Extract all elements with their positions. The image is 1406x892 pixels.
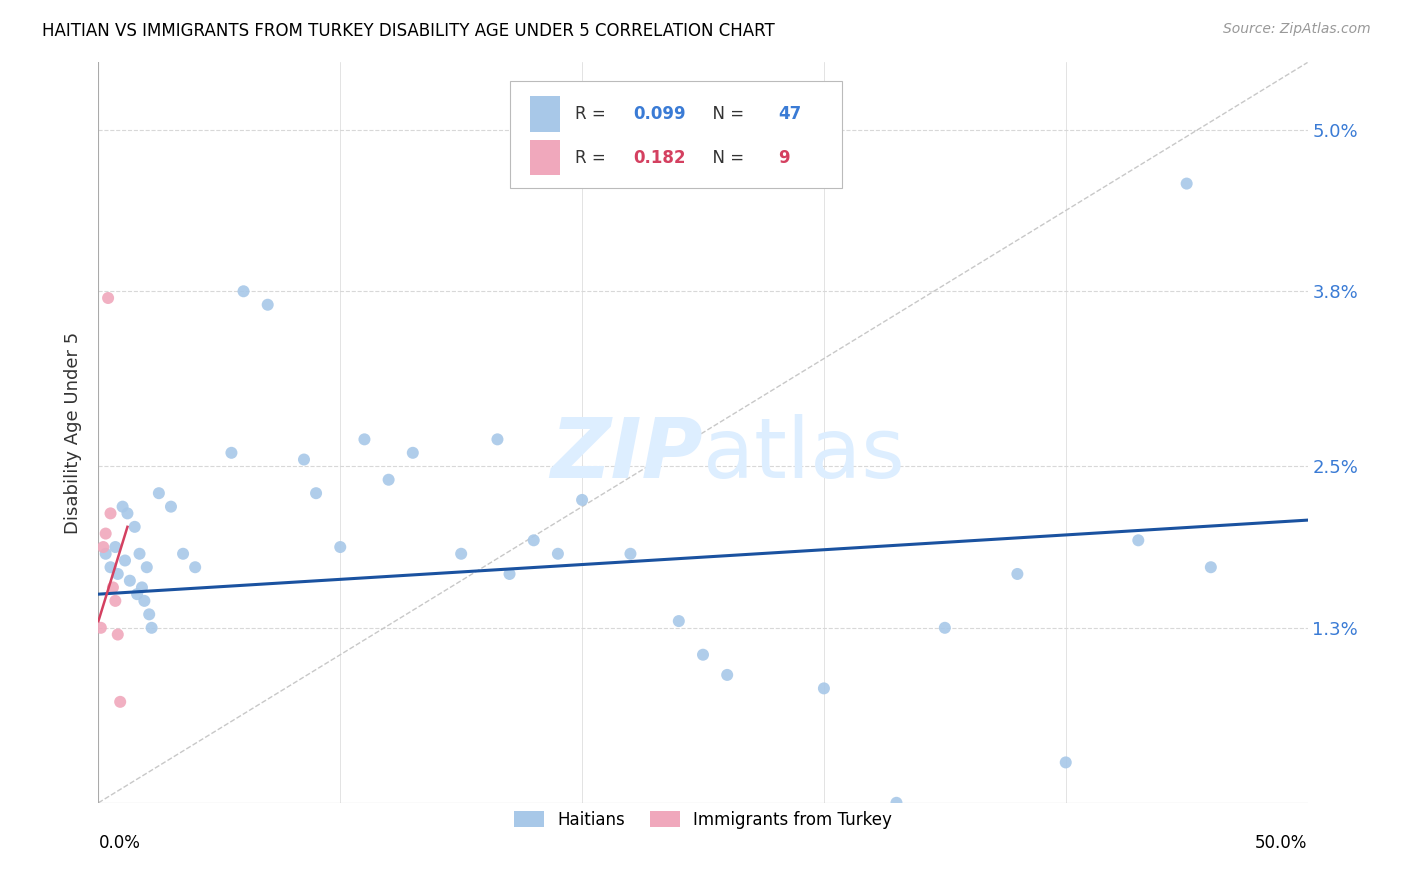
Text: HAITIAN VS IMMIGRANTS FROM TURKEY DISABILITY AGE UNDER 5 CORRELATION CHART: HAITIAN VS IMMIGRANTS FROM TURKEY DISABI… [42, 22, 775, 40]
Point [108, 695, 131, 709]
Point [101, 581, 124, 595]
Point [571, 492, 593, 507]
Point [141, 621, 163, 635]
Point [1007, 566, 1029, 581]
Text: R =: R = [575, 104, 610, 123]
Point [91, 540, 114, 554]
Text: 0.0%: 0.0% [98, 834, 141, 852]
Point [813, 681, 835, 696]
Point [353, 433, 375, 447]
Point [131, 581, 153, 595]
Point [668, 614, 690, 628]
Point [148, 486, 170, 500]
Point [107, 627, 129, 641]
Text: 0.099: 0.099 [633, 104, 686, 123]
Text: ZIP: ZIP [550, 414, 703, 495]
Point [402, 446, 425, 460]
FancyBboxPatch shape [530, 140, 561, 176]
Point [100, 507, 122, 521]
Point [114, 553, 136, 567]
Point [377, 473, 399, 487]
Point [172, 547, 194, 561]
Point [305, 486, 328, 500]
Point [486, 433, 509, 447]
Point [184, 560, 207, 574]
Text: R =: R = [575, 149, 610, 167]
Point [138, 607, 160, 622]
Point [716, 668, 738, 682]
Point [1175, 177, 1198, 191]
Point [523, 533, 546, 548]
Y-axis label: Disability Age Under 5: Disability Age Under 5 [65, 332, 83, 533]
Point [256, 298, 278, 312]
Point [107, 566, 129, 581]
Point [128, 547, 150, 561]
Point [547, 547, 569, 561]
Point [221, 446, 243, 460]
Point [934, 621, 956, 635]
Point [111, 500, 134, 514]
Point [134, 594, 156, 608]
Point [117, 507, 139, 521]
Point [329, 540, 352, 554]
Text: N =: N = [702, 149, 749, 167]
FancyBboxPatch shape [530, 96, 561, 131]
Text: 47: 47 [778, 104, 801, 123]
Point [97, 291, 120, 305]
Text: 50.0%: 50.0% [1256, 834, 1308, 852]
Point [886, 796, 908, 810]
Point [1128, 533, 1150, 548]
Text: N =: N = [702, 104, 749, 123]
Text: Source: ZipAtlas.com: Source: ZipAtlas.com [1223, 22, 1371, 37]
Point [118, 574, 141, 588]
Point [94, 526, 117, 541]
Point [104, 594, 127, 608]
Point [160, 500, 183, 514]
FancyBboxPatch shape [509, 81, 842, 188]
Point [692, 648, 714, 662]
Point [450, 547, 472, 561]
Point [90, 621, 112, 635]
Point [127, 587, 149, 601]
Point [619, 547, 641, 561]
Point [124, 520, 146, 534]
Point [135, 560, 157, 574]
Legend: Haitians, Immigrants from Turkey: Haitians, Immigrants from Turkey [508, 804, 898, 835]
Point [232, 285, 254, 299]
Point [104, 540, 127, 554]
Point [1054, 756, 1077, 770]
Text: atlas: atlas [703, 414, 904, 495]
Text: 9: 9 [778, 149, 790, 167]
Point [498, 566, 520, 581]
Point [292, 452, 315, 467]
Text: 0.182: 0.182 [633, 149, 685, 167]
Point [100, 560, 122, 574]
Point [94, 547, 117, 561]
Point [1199, 560, 1222, 574]
